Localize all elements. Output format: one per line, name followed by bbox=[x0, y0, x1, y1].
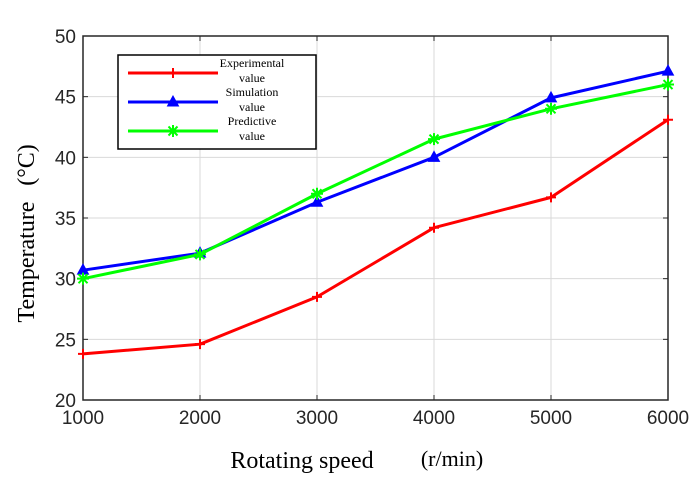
triangle-marker bbox=[166, 94, 180, 107]
star-marker bbox=[167, 125, 179, 137]
series-predictive-value bbox=[77, 78, 674, 285]
y-tick-label: 45 bbox=[55, 88, 76, 109]
plus-marker bbox=[663, 114, 673, 125]
series-layer bbox=[76, 64, 675, 359]
y-axis-label: Temperature bbox=[14, 202, 40, 323]
y-tick-label: 20 bbox=[55, 391, 76, 412]
x-axis-unit: (r/min) bbox=[421, 446, 483, 471]
star-marker bbox=[77, 272, 89, 285]
y-axis-unit: (°C) bbox=[14, 144, 40, 186]
legend-label: value bbox=[239, 129, 265, 143]
y-tick-label: 40 bbox=[55, 148, 76, 169]
y-tick-label: 25 bbox=[55, 330, 76, 351]
y-tick-label: 50 bbox=[55, 27, 76, 48]
x-tick-label: 5000 bbox=[530, 408, 572, 429]
star-marker bbox=[662, 78, 674, 91]
plus-marker bbox=[78, 348, 88, 359]
x-axis-label: Rotating speed bbox=[230, 448, 373, 474]
plus-marker bbox=[168, 68, 178, 78]
y-tick-label: 35 bbox=[55, 209, 76, 230]
x-tick-label: 6000 bbox=[647, 408, 689, 429]
plus-marker bbox=[195, 339, 205, 350]
x-tick-label: 4000 bbox=[413, 408, 455, 429]
plus-marker bbox=[429, 222, 439, 233]
legend-label: Simulation bbox=[226, 85, 279, 99]
legend: ExperimentalvalueSimulationvaluePredicti… bbox=[117, 54, 317, 150]
series-line bbox=[82, 69, 669, 272]
legend-label: Predictive bbox=[228, 114, 277, 128]
y-tick-label: 30 bbox=[55, 270, 76, 291]
triangle-marker bbox=[310, 195, 324, 207]
star-marker bbox=[311, 187, 323, 200]
axis-ticks: 20 25 30 35 40 45 50 1000 2000 3000 4000 5000 6000 bbox=[55, 27, 689, 429]
x-tick-label: 2000 bbox=[179, 408, 221, 429]
star-marker bbox=[428, 133, 440, 146]
x-tick-label: 1000 bbox=[62, 408, 104, 429]
series-experimental-value bbox=[78, 114, 673, 359]
plus-marker bbox=[312, 291, 322, 302]
plus-marker bbox=[546, 192, 556, 203]
series-line bbox=[82, 118, 669, 356]
legend-label: Experimental bbox=[220, 56, 285, 70]
triangle-marker bbox=[661, 64, 675, 76]
series-line bbox=[82, 83, 669, 281]
x-tick-label: 3000 bbox=[296, 408, 338, 429]
legend-label: value bbox=[239, 100, 265, 114]
triangle-marker bbox=[427, 150, 441, 162]
star-marker bbox=[545, 102, 557, 115]
triangle-marker bbox=[544, 90, 558, 103]
legend-label: value bbox=[239, 71, 265, 85]
star-marker bbox=[194, 248, 206, 261]
